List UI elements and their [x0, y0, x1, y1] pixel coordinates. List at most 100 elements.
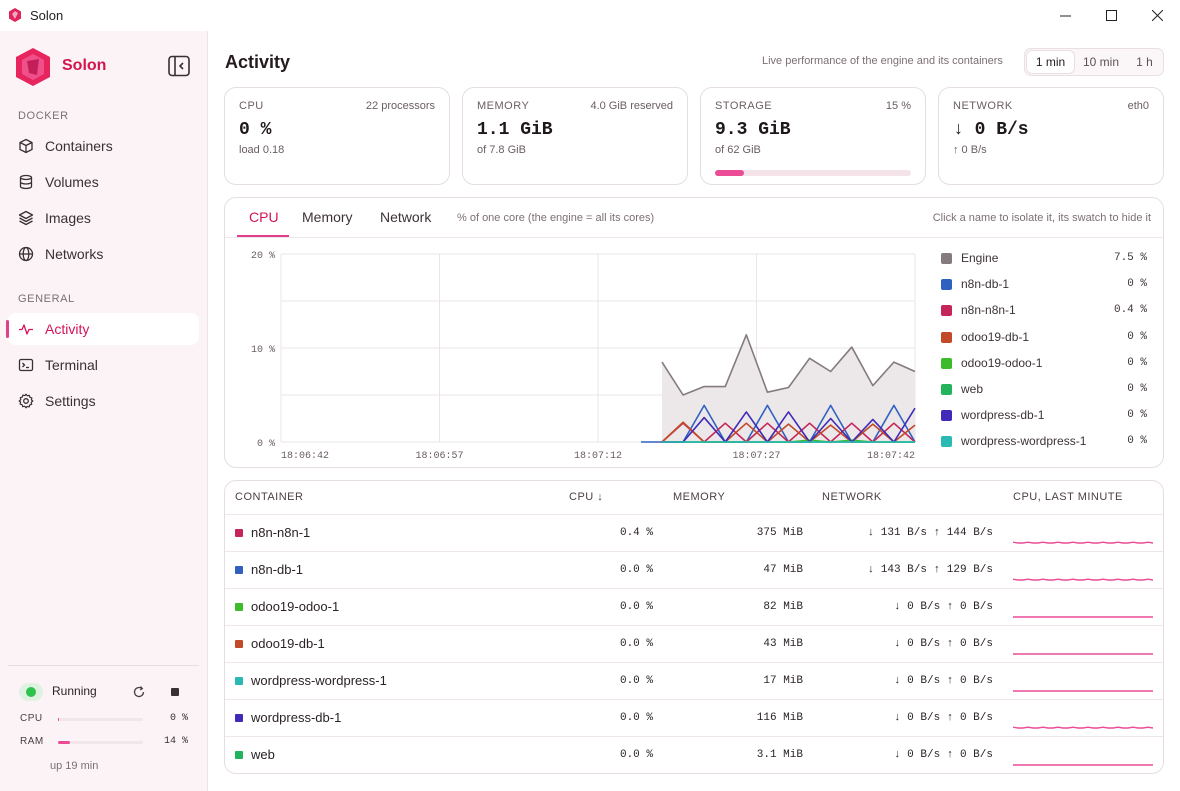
legend-item[interactable]: Engine 7.5 % — [941, 249, 1147, 269]
tab-network[interactable]: Network — [380, 209, 432, 225]
legend-name[interactable]: Engine — [961, 251, 999, 265]
cpu-sparkline — [1013, 616, 1153, 618]
container-memory: 375 MiB — [756, 527, 803, 539]
table-row[interactable]: n8n-db-1 0.0 % 47 MiB ↓ 143 B/s ↑ 129 B/s — [225, 551, 1163, 588]
container-color-swatch — [235, 640, 243, 648]
x-tick-label: 18:07:42 — [867, 451, 915, 462]
cpu-meter — [58, 718, 143, 721]
legend-item[interactable]: odoo19-db-1 0 % — [941, 328, 1147, 348]
brand-logo-icon — [16, 48, 50, 86]
container-cpu: 0.0 % — [619, 749, 653, 761]
container-color-swatch — [235, 751, 243, 759]
sidebar-item-label: Networks — [45, 246, 104, 262]
restart-icon[interactable] — [132, 685, 146, 699]
sidebar-item-settings[interactable]: Settings — [8, 385, 199, 417]
container-cpu: 0.0 % — [619, 601, 653, 613]
network-card: NETWORK eth0 ↓ 0 B/s ↑ 0 B/s — [938, 87, 1164, 185]
legend-swatch[interactable] — [941, 305, 952, 317]
table-row[interactable]: n8n-n8n-1 0.4 % 375 MiB ↓ 131 B/s ↑ 144 B/s — [225, 514, 1163, 551]
legend-name[interactable]: odoo19-odoo-1 — [961, 355, 1043, 370]
container-name: n8n-n8n-1 — [251, 525, 311, 540]
sidebar-item-images[interactable]: Images — [8, 202, 199, 234]
uptime-label: up 19 min — [50, 760, 99, 772]
container-color-swatch — [235, 714, 243, 722]
legend-name[interactable]: web — [961, 382, 984, 396]
legend-value: 0.4 % — [1113, 304, 1147, 317]
legend-value: 0 % — [1127, 278, 1147, 291]
sidebar-item-terminal[interactable]: Terminal — [8, 349, 199, 381]
table-row[interactable]: odoo19-db-1 0.0 % 43 MiB ↓ 0 B/s ↑ 0 B/s — [225, 625, 1163, 662]
legend-name[interactable]: n8n-n8n-1 — [961, 303, 1016, 318]
range-1-min[interactable]: 1 min — [1027, 51, 1074, 73]
legend-item[interactable]: n8n-db-1 0 % — [941, 275, 1147, 295]
legend-value: 0 % — [1127, 435, 1147, 448]
legend-item[interactable]: wordpress-db-1 0 % — [941, 406, 1147, 426]
sidebar-item-activity[interactable]: Activity — [6, 313, 199, 345]
database-icon — [19, 174, 33, 190]
range-1-h[interactable]: 1 h — [1136, 55, 1153, 69]
table-row[interactable]: wordpress-db-1 0.0 % 116 MiB ↓ 0 B/s ↑ 0 B/… — [225, 699, 1163, 736]
tab-cpu[interactable]: CPU — [249, 209, 279, 225]
legend-swatch[interactable] — [941, 331, 952, 343]
series-line — [661, 334, 916, 396]
container-color-swatch — [235, 677, 243, 685]
container-name: odoo19-odoo-1 — [251, 599, 340, 614]
legend-swatch[interactable] — [941, 410, 952, 422]
table-row[interactable]: wordpress-wordpress-1 0.0 % 17 MiB ↓ 0 B/s … — [225, 662, 1163, 699]
legend-item[interactable]: n8n-n8n-1 0.4 % — [941, 301, 1147, 321]
legend-name[interactable]: wordpress-db-1 — [961, 408, 1045, 423]
legend-swatch[interactable] — [941, 253, 952, 264]
maximize-button[interactable] — [1088, 0, 1134, 31]
card-detail: 4.0 GiB reserved — [590, 100, 673, 112]
cpu-sparkline — [1013, 726, 1153, 729]
legend-name[interactable]: wordpress-wordpress-1 — [961, 434, 1087, 449]
legend-swatch[interactable] — [941, 384, 952, 395]
card-label: CPU — [239, 100, 264, 112]
minimize-icon — [1059, 15, 1071, 17]
sidebar-item-volumes[interactable]: Volumes — [8, 166, 199, 198]
sidebar-item-networks[interactable]: Networks — [8, 238, 199, 270]
legend-swatch[interactable] — [941, 357, 952, 369]
page-subtitle: Live performance of the engine and its c… — [762, 55, 1003, 67]
stop-icon[interactable] — [171, 688, 179, 696]
column-header-network[interactable]: NETWORK — [822, 491, 882, 503]
sparkline-path — [1013, 578, 1153, 581]
cpu-label: CPU — [20, 713, 43, 724]
sidebar-item-label: Settings — [45, 393, 96, 409]
storage-card: STORAGE 15 % 9.3 GiB of 62 GiB — [700, 87, 926, 185]
minimize-button[interactable] — [1042, 0, 1088, 31]
column-header-memory[interactable]: MEMORY — [673, 491, 726, 503]
legend-hint: Click a name to isolate it, its swatch t… — [932, 212, 1151, 224]
legend-item[interactable]: web 0 % — [941, 380, 1147, 400]
legend-swatch[interactable] — [941, 279, 952, 291]
legend-item[interactable]: odoo19-odoo-1 0 % — [941, 354, 1147, 374]
close-window-button[interactable] — [1134, 0, 1180, 31]
range-10-min[interactable]: 10 min — [1082, 55, 1120, 69]
brand-name: Solon — [62, 57, 107, 74]
collapse-sidebar-icon[interactable] — [167, 55, 191, 77]
column-header-container[interactable]: CONTAINER — [235, 491, 304, 503]
legend-name[interactable]: n8n-db-1 — [961, 277, 1010, 292]
cpu-sparkline — [1013, 578, 1153, 581]
main-content: Activity Live performance of the engine … — [208, 31, 1180, 791]
card-detail: eth0 — [1127, 100, 1149, 112]
container-cpu: 0.4 % — [619, 527, 653, 539]
container-cpu: 0.0 % — [619, 564, 653, 576]
card-value: ↓ 0 B/s — [953, 120, 1029, 140]
memory-card: MEMORY 4.0 GiB reserved 1.1 GiB of 7.8 G… — [462, 87, 688, 185]
sidebar-item-containers[interactable]: Containers — [8, 130, 199, 162]
legend-name[interactable]: odoo19-db-1 — [961, 329, 1030, 344]
table-row[interactable]: odoo19-odoo-1 0.0 % 82 MiB ↓ 0 B/s ↑ 0 B/s — [225, 588, 1163, 625]
cpu-sparkline — [1013, 653, 1153, 655]
time-range-selector: 1 min 10 min 1 h — [1024, 48, 1164, 76]
x-tick-label: 18:06:42 — [281, 451, 329, 462]
table-row[interactable]: web 0.0 % 3.1 MiB ↓ 0 B/s ↑ 0 B/s — [225, 736, 1163, 773]
legend-swatch[interactable] — [941, 436, 952, 448]
tab-memory[interactable]: Memory — [302, 209, 353, 225]
legend-item[interactable]: wordpress-wordpress-1 0 % — [941, 432, 1147, 452]
title-bar: Solon — [0, 0, 1180, 31]
container-name: n8n-db-1 — [251, 562, 304, 577]
chart-hint: % of one core (the engine = all its core… — [457, 212, 655, 224]
sidebar-item-label: Containers — [45, 138, 113, 154]
column-header-cpu[interactable]: CPU ↓ — [569, 491, 604, 503]
